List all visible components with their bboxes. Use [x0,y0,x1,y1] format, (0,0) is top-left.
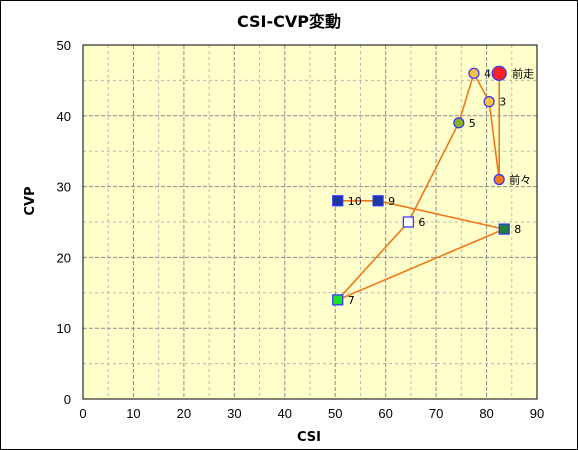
point-label: 10 [348,195,362,208]
point-label: 3 [499,96,506,109]
point-label: 4 [484,67,491,80]
chart-title: CSI-CVP変動 [237,12,341,31]
point-marker [491,65,507,81]
point-marker [483,96,495,108]
plot-border [82,44,538,400]
point-marker [493,173,505,186]
x-tick-label: 40 [278,406,292,421]
y-tick-label: 50 [57,38,71,53]
y-tick-label: 40 [57,109,71,124]
point-label: 前々 [509,173,531,187]
x-tick-label: 70 [429,406,443,421]
y-tick-label: 0 [64,392,71,407]
point-label: 前走 [512,66,534,80]
point-label: 7 [348,294,355,307]
x-tick-label: 20 [177,406,191,421]
x-tick-label: 60 [378,406,392,421]
y-axis-title: CVP [23,186,38,215]
x-tick-label: 10 [126,406,140,421]
point-marker [453,117,465,129]
x-tick-label: 30 [227,406,241,421]
point-marker [468,67,480,79]
point-marker [332,294,344,306]
x-tick-label: 50 [328,406,342,421]
point-marker [372,195,384,207]
point-label: 6 [418,216,425,229]
point-marker [332,195,344,207]
point-marker [402,216,414,228]
point-marker [498,223,510,235]
series-line [337,71,507,301]
x-tick-label: 90 [530,406,544,421]
point-label: 9 [388,195,395,208]
point-label: 5 [469,117,476,130]
y-tick-label: 20 [57,250,71,265]
x-tick-label: 80 [479,406,493,421]
y-tick-label: 10 [57,321,71,336]
x-tick-label: 0 [79,406,86,421]
point-label: 8 [514,223,521,236]
x-axis-title: CSI [297,430,321,445]
y-tick-label: 30 [57,180,71,195]
